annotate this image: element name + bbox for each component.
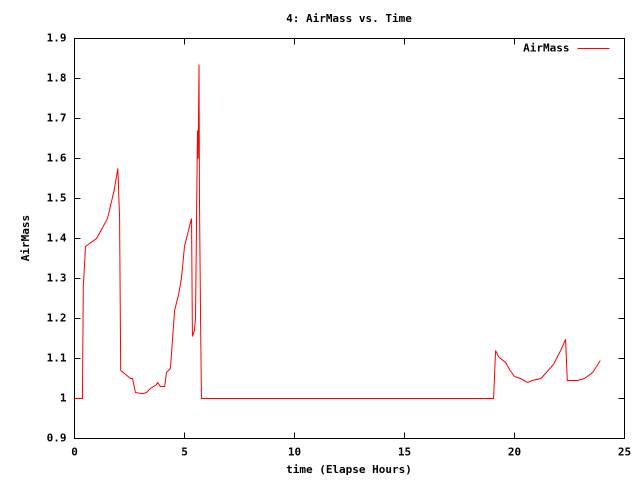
y-tick-label: 1 [60,392,67,405]
y-tick-label: 1.5 [47,192,67,205]
x-tick-label: 15 [398,446,411,459]
y-tick-label: 1.2 [47,312,67,325]
y-tick-label: 0.9 [47,432,67,445]
x-tick-label: 5 [181,446,188,459]
x-tick-label: 0 [71,446,78,459]
y-tick-label: 1.9 [47,32,67,45]
y-tick-label: 1.7 [47,112,67,125]
chart-title: 4: AirMass vs. Time [286,12,412,25]
y-tick-label: 1.1 [47,352,67,365]
data-line [74,64,601,399]
y-tick-label: 1.6 [47,152,67,165]
plot-frame [74,38,625,439]
y-tick-label: 1.8 [47,72,67,85]
y-tick-label: 1.3 [47,272,67,285]
x-axis-label: time (Elapse Hours) [286,463,412,476]
y-tick-label: 1.4 [47,232,67,245]
y-axis-label: AirMass [19,215,32,261]
x-tick-label: 20 [508,446,521,459]
x-tick-label: 25 [618,446,631,459]
x-tick-label: 10 [288,446,301,459]
legend-label: AirMass [523,42,569,55]
